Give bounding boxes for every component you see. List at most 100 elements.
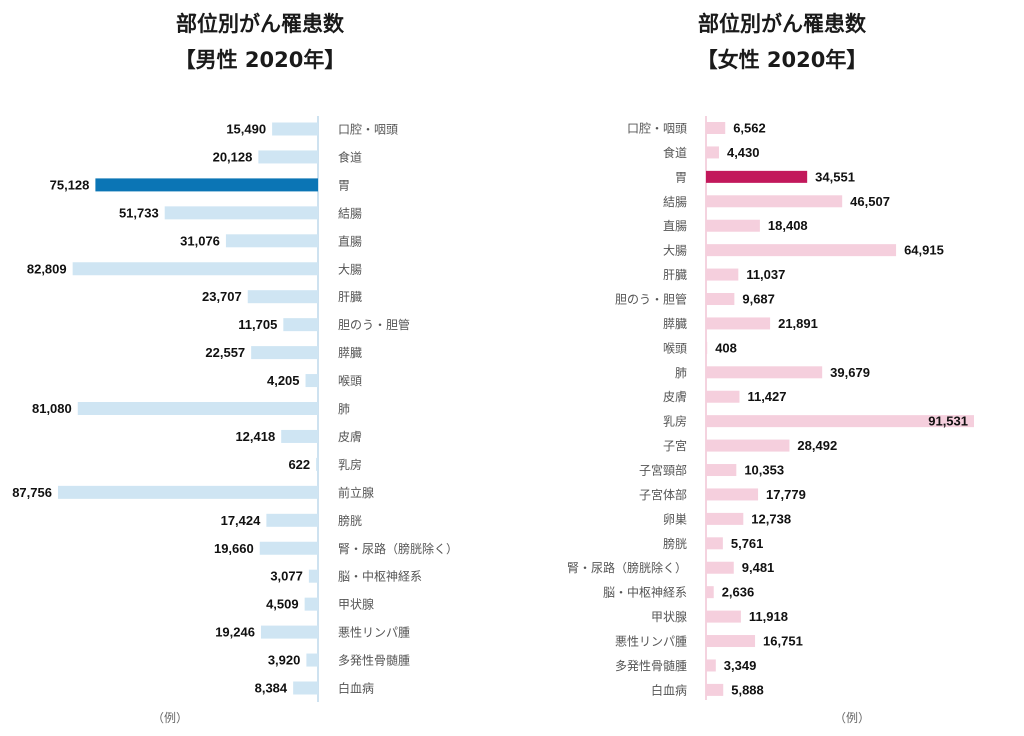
male-bar-cat-18 xyxy=(304,597,318,611)
female-value-label-cat-5: 18,408 xyxy=(768,218,808,233)
male-category-label-cat-14: 前立腺 xyxy=(338,485,374,500)
female-category-label-cat-16: 子宮体部 xyxy=(639,487,687,502)
female-bar-cat-2 xyxy=(706,146,719,159)
male-value-label-cat-20: 3,920 xyxy=(268,653,301,668)
female-bar-cat-23 xyxy=(706,659,716,672)
female-chart-title: 部位別がん罹患数 【女性 2020年】 xyxy=(662,6,902,78)
male-category-label-cat-1: 口腔・咽頭 xyxy=(338,122,398,137)
male-value-label-cat-15: 17,424 xyxy=(221,513,262,528)
female-bar-cat-18 xyxy=(706,537,723,550)
female-bar-cat-17 xyxy=(706,512,744,525)
female-value-label-cat-18: 5,761 xyxy=(731,536,764,551)
female-value-label-cat-20: 2,636 xyxy=(722,585,755,600)
male-bar-cat-15 xyxy=(266,513,318,527)
male-bar-cat-16 xyxy=(259,541,318,555)
female-bar-cat-10 xyxy=(706,341,708,354)
female-bar-cat-8 xyxy=(706,293,735,306)
male-category-label-cat-3: 胃 xyxy=(338,178,350,192)
male-bar-cat-21 xyxy=(293,681,318,695)
male-bar-cat-1 xyxy=(272,122,318,136)
female-value-label-cat-15: 10,353 xyxy=(744,463,784,478)
female-bar-cat-13 xyxy=(706,415,975,428)
male-category-label-cat-19: 悪性リンパ腫 xyxy=(338,626,410,640)
female-value-label-cat-7: 11,037 xyxy=(746,267,785,282)
male-bar-cat-12 xyxy=(281,429,318,443)
male-bar-cat-9 xyxy=(251,346,318,360)
male-bar-cat-4 xyxy=(164,206,318,220)
female-category-label-cat-20: 脳・中枢神経系 xyxy=(603,585,687,600)
male-category-label-cat-21: 白血病 xyxy=(338,681,374,696)
female-category-label-cat-12: 皮膚 xyxy=(663,389,687,404)
female-bar-cat-12 xyxy=(706,390,740,403)
male-value-label-cat-8: 11,705 xyxy=(238,317,277,332)
male-bar-cat-2 xyxy=(258,150,318,164)
female-bar-cat-20 xyxy=(706,586,714,599)
female-category-label-cat-4: 結腸 xyxy=(663,195,687,209)
male-bar-cat-10 xyxy=(305,374,318,388)
male-category-label-cat-17: 脳・中枢神経系 xyxy=(338,569,422,584)
female-category-label-cat-1: 口腔・咽頭 xyxy=(627,121,687,136)
female-value-label-cat-24: 5,888 xyxy=(731,682,764,697)
female-value-label-cat-3: 34,551 xyxy=(815,169,855,184)
male-value-label-cat-21: 8,384 xyxy=(255,681,288,696)
female-value-label-cat-8: 9,687 xyxy=(742,292,775,307)
female-category-label-cat-7: 肝臓 xyxy=(663,268,687,282)
female-bar-cat-21 xyxy=(706,610,741,623)
male-bar-cat-17 xyxy=(308,569,318,583)
female-bar-cat-7 xyxy=(706,268,739,281)
female-value-label-cat-14: 28,492 xyxy=(797,438,837,453)
female-category-label-cat-10: 喉頭 xyxy=(663,341,687,355)
male-category-label-cat-8: 胆のう・胆管 xyxy=(338,317,410,332)
male-bar-cat-20 xyxy=(306,653,318,667)
male-value-label-cat-11: 81,080 xyxy=(32,401,72,416)
female-value-label-cat-19: 9,481 xyxy=(742,560,775,575)
male-category-label-cat-5: 直腸 xyxy=(338,234,362,248)
female-value-label-cat-16: 17,779 xyxy=(766,487,806,502)
male-value-label-cat-4: 51,733 xyxy=(119,205,159,220)
female-bar-cat-24 xyxy=(706,683,724,696)
male-category-label-cat-10: 喉頭 xyxy=(338,374,362,388)
female-category-label-cat-8: 胆のう・胆管 xyxy=(615,292,687,307)
female-value-label-cat-11: 39,679 xyxy=(830,365,870,380)
male-category-label-cat-16: 腎・尿路（膀胱除く） xyxy=(338,541,458,556)
female-bar-cat-11 xyxy=(706,366,823,379)
female-value-label-cat-21: 11,918 xyxy=(749,609,788,624)
male-bar-cat-3 xyxy=(95,178,318,192)
female-bar-cat-9 xyxy=(706,317,771,330)
male-value-label-cat-7: 23,707 xyxy=(202,289,242,304)
female-bar-cat-4 xyxy=(706,195,843,208)
male-value-label-cat-13: 622 xyxy=(288,457,310,472)
female-value-label-cat-13: 91,531 xyxy=(928,414,968,429)
female-value-label-cat-1: 6,562 xyxy=(733,121,766,136)
male-note: （例） xyxy=(152,711,188,725)
male-value-label-cat-5: 31,076 xyxy=(180,233,220,248)
female-bar-cat-5 xyxy=(706,219,760,232)
male-category-label-cat-7: 肝臓 xyxy=(338,290,362,304)
female-value-label-cat-6: 64,915 xyxy=(904,243,944,258)
female-value-label-cat-10: 408 xyxy=(715,340,737,355)
male-value-label-cat-10: 4,205 xyxy=(267,373,300,388)
male-value-label-cat-2: 20,128 xyxy=(213,149,253,164)
male-category-label-cat-11: 肺 xyxy=(338,402,350,416)
female-note: （例） xyxy=(834,711,870,725)
male-value-label-cat-14: 87,756 xyxy=(12,485,52,500)
male-bar-cat-11 xyxy=(77,402,319,415)
female-category-label-cat-19: 腎・尿路（膀胱除く） xyxy=(567,560,687,575)
male-category-label-cat-18: 甲状腺 xyxy=(338,598,374,612)
male-bar-cat-8 xyxy=(283,318,318,332)
female-bar-cat-6 xyxy=(706,244,897,257)
male-bar-chart: 15,490 口腔・咽頭 20,128 食道 75,128 胃 51,733 結腸 31,076… xyxy=(12,116,458,702)
male-category-label-cat-13: 乳房 xyxy=(338,457,362,472)
male-value-label-cat-9: 22,557 xyxy=(205,345,245,360)
female-value-label-cat-17: 12,738 xyxy=(751,511,791,526)
male-value-label-cat-1: 15,490 xyxy=(226,122,266,137)
female-category-label-cat-13: 乳房 xyxy=(663,414,687,429)
female-category-label-cat-17: 卵巣 xyxy=(663,512,687,526)
female-category-label-cat-6: 大腸 xyxy=(663,244,687,258)
female-category-label-cat-24: 白血病 xyxy=(651,682,687,697)
female-value-label-cat-12: 11,427 xyxy=(747,389,786,404)
male-category-label-cat-4: 結腸 xyxy=(338,206,362,220)
male-chart-title: 部位別がん罹患数 【男性 2020年】 xyxy=(140,6,380,78)
male-category-label-cat-2: 食道 xyxy=(338,149,362,164)
female-title-text: 部位別がん罹患数 xyxy=(698,12,866,36)
